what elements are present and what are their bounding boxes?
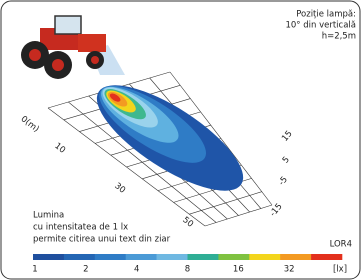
caption-line: permite citirea unui text din ziar (33, 235, 171, 245)
caption-line: cu intensitatea de 1 lx (33, 223, 128, 233)
lamp-title: Poziție lampă: (296, 10, 356, 20)
scale-label: 8 (185, 265, 190, 275)
scale-segment (311, 254, 342, 260)
lamp-angle: 10° din verticală (285, 21, 356, 31)
diagram: Poziție lampă: 10° din verticală h=2,5m … (0, 0, 361, 280)
scale-segment (64, 254, 95, 260)
scale-label: 32 (284, 265, 295, 275)
scale-segment (188, 254, 219, 260)
scale-label: [lx] (333, 265, 347, 275)
caption-line: Lumina (33, 211, 64, 221)
lamp-height: h=2,5m (322, 32, 356, 42)
scale-segment (218, 254, 249, 260)
scale-segment (280, 254, 311, 260)
scale-segment (33, 254, 64, 260)
scale-label: 1 (32, 265, 37, 275)
scale-segment (249, 254, 280, 260)
scale-label: 4 (134, 265, 139, 275)
scale-segment (126, 254, 157, 260)
scale-segment (157, 254, 188, 260)
scale-label: 16 (233, 265, 244, 275)
scale-label: 2 (83, 265, 88, 275)
scale-segment (95, 254, 126, 260)
model: LOR4 (330, 240, 352, 250)
